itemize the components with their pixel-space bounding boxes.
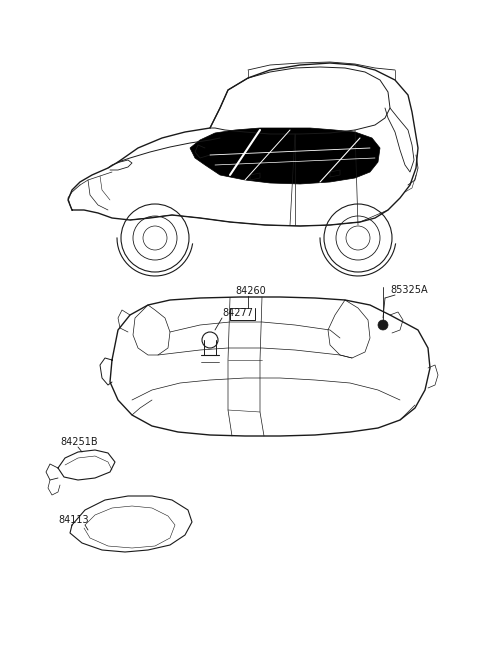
Text: 84113: 84113: [58, 515, 89, 525]
Text: 84277: 84277: [222, 308, 253, 318]
Text: 85325A: 85325A: [390, 285, 428, 295]
Text: 84260: 84260: [235, 286, 266, 296]
Circle shape: [378, 320, 388, 330]
Polygon shape: [190, 128, 380, 184]
Text: 84251B: 84251B: [60, 437, 97, 447]
